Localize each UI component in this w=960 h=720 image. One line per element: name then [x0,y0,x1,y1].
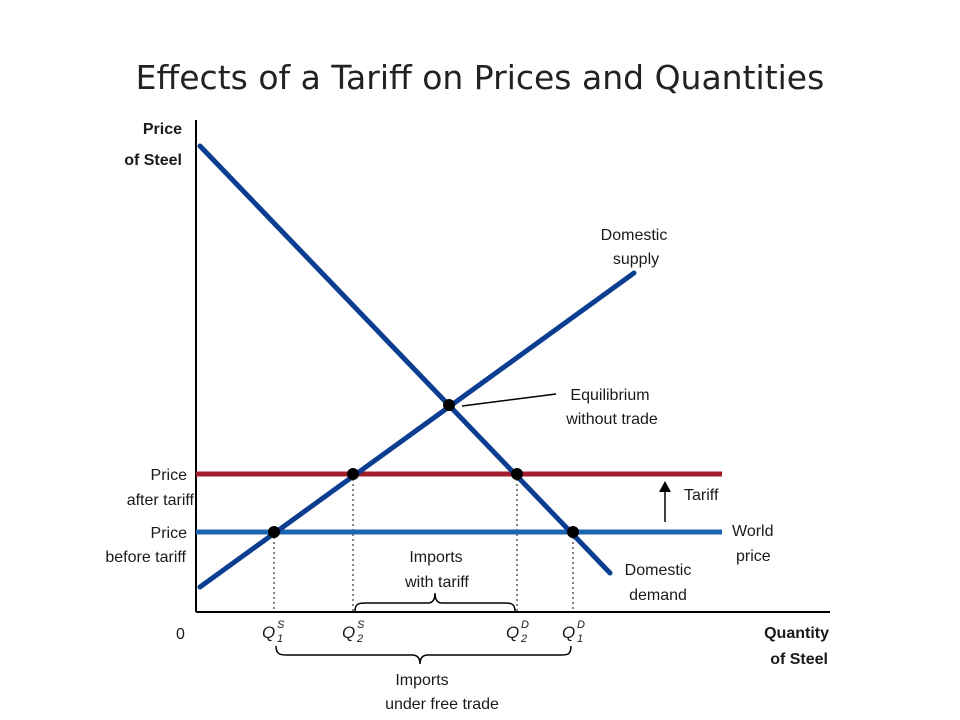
origin-label: 0 [176,626,185,643]
equilibrium-pointer [461,393,557,407]
world-price-label-line1: World [732,523,774,540]
x-axis-label-line2: of Steel [770,651,828,668]
imports-with-tariff-line1: Imports [409,549,462,566]
y-axis-label-line1: Price [143,121,182,138]
imports-free-trade-line1: Imports [395,672,448,689]
imports-with-tariff-brace [354,592,516,612]
point-q1s [268,526,280,538]
tariff-arrow [659,481,671,522]
svg-text:2: 2 [520,633,527,645]
price-after-tariff-line1: Price [151,467,188,484]
imports-with-tariff-line2: with tariff [404,574,469,591]
svg-text:2: 2 [356,633,363,645]
price-before-tariff-line1: Price [151,525,188,542]
equilibrium-label-line1: Equilibrium [570,387,649,404]
imports-free-trade-brace [275,645,572,665]
tariff-label: Tariff [684,487,719,504]
domestic-supply-curve [197,270,637,590]
point-q1d [567,526,579,538]
domestic-demand-curve [197,143,613,576]
world-price-label-line2: price [736,548,771,565]
svg-text:1: 1 [277,633,283,645]
svg-text:Q: Q [342,623,355,642]
tick-q2s: Q S 2 [342,619,365,645]
price-after-tariff-line2: after tariff [127,492,195,509]
demand-label-line2: demand [629,587,687,604]
page-title: Effects of a Tariff on Prices and Quanti… [135,58,825,97]
x-axis-label-line1: Quantity [764,625,829,642]
tick-q1d: Q D 1 [562,619,585,645]
equilibrium-label-line2: without trade [565,411,658,428]
tick-q2d: Q D 2 [506,619,529,645]
price-before-tariff-line2: before tariff [105,549,186,566]
point-q2d [511,468,523,480]
point-q2s [347,468,359,480]
svg-text:Q: Q [262,623,275,642]
svg-text:Q: Q [562,623,575,642]
svg-text:1: 1 [577,633,583,645]
svg-text:D: D [577,619,585,631]
supply-label-line2: supply [613,251,659,268]
svg-text:S: S [277,619,285,631]
supply-label-line1: Domestic [601,227,668,244]
imports-free-trade-line2: under free trade [385,696,499,713]
y-axis-label-line2: of Steel [124,152,182,169]
svg-text:S: S [357,619,365,631]
svg-text:Q: Q [506,623,519,642]
svg-text:D: D [521,619,529,631]
tick-q1s: Q S 1 [262,619,285,645]
equilibrium-point [443,399,455,411]
demand-label-line1: Domestic [625,562,692,579]
